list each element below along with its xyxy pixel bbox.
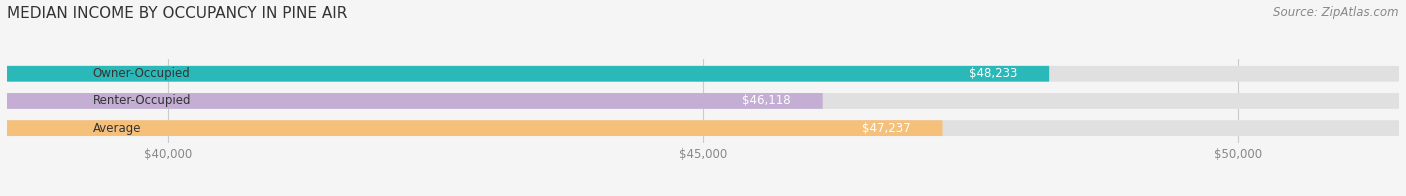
Text: Renter-Occupied: Renter-Occupied: [93, 94, 191, 107]
Text: $47,237: $47,237: [862, 122, 911, 135]
Text: $46,118: $46,118: [742, 94, 790, 107]
Text: Average: Average: [93, 122, 141, 135]
FancyBboxPatch shape: [7, 120, 1399, 136]
FancyBboxPatch shape: [7, 66, 1399, 82]
Text: Owner-Occupied: Owner-Occupied: [93, 67, 190, 80]
FancyBboxPatch shape: [7, 93, 1399, 109]
FancyBboxPatch shape: [7, 120, 942, 136]
Text: Source: ZipAtlas.com: Source: ZipAtlas.com: [1274, 6, 1399, 19]
Text: $48,233: $48,233: [969, 67, 1017, 80]
FancyBboxPatch shape: [7, 93, 823, 109]
Text: MEDIAN INCOME BY OCCUPANCY IN PINE AIR: MEDIAN INCOME BY OCCUPANCY IN PINE AIR: [7, 6, 347, 21]
FancyBboxPatch shape: [7, 66, 1049, 82]
